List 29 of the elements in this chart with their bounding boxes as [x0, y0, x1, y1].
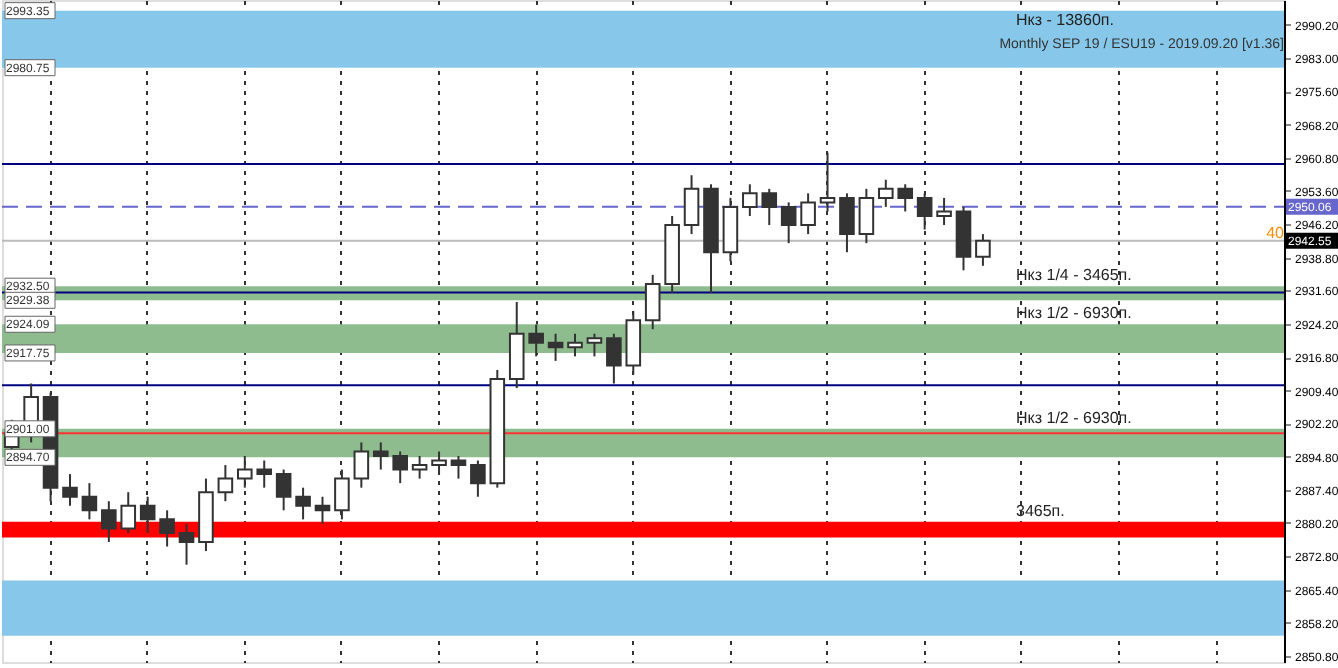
- candlestick: [159, 509, 175, 548]
- candlestick: [567, 332, 583, 358]
- annotation: 40: [1266, 223, 1286, 242]
- band-label: Нкз - 13860п.: [1016, 10, 1114, 29]
- candlestick: [353, 441, 370, 489]
- candlestick: [81, 482, 98, 521]
- band-label: Нкз 1/4 - 3465п.: [1016, 266, 1132, 285]
- band-label: 3465п.: [1016, 501, 1065, 520]
- candlestick: [800, 192, 816, 236]
- candlestick: [62, 473, 78, 507]
- candlestick: [178, 522, 195, 566]
- candlestick: [217, 464, 234, 503]
- candlestick: [470, 459, 486, 498]
- candlestick: [858, 187, 875, 245]
- candlestick: [450, 454, 467, 480]
- candlestick: [955, 205, 972, 272]
- candlestick: [839, 192, 855, 254]
- candlestick: [411, 454, 428, 480]
- candlestick: [586, 332, 603, 358]
- band-label: Нкз 1/2 - 6930п.: [1016, 304, 1132, 323]
- candlestick: [936, 196, 952, 227]
- band-label: Нкз 1/2 - 6930п.: [1016, 408, 1132, 427]
- candlestick: [275, 468, 292, 512]
- candlestick: [314, 495, 331, 525]
- candlestick: [975, 233, 991, 267]
- candlestick: [547, 332, 564, 362]
- candlestick: [295, 486, 311, 521]
- candlestick: [683, 174, 700, 236]
- candlestick: [780, 201, 797, 245]
